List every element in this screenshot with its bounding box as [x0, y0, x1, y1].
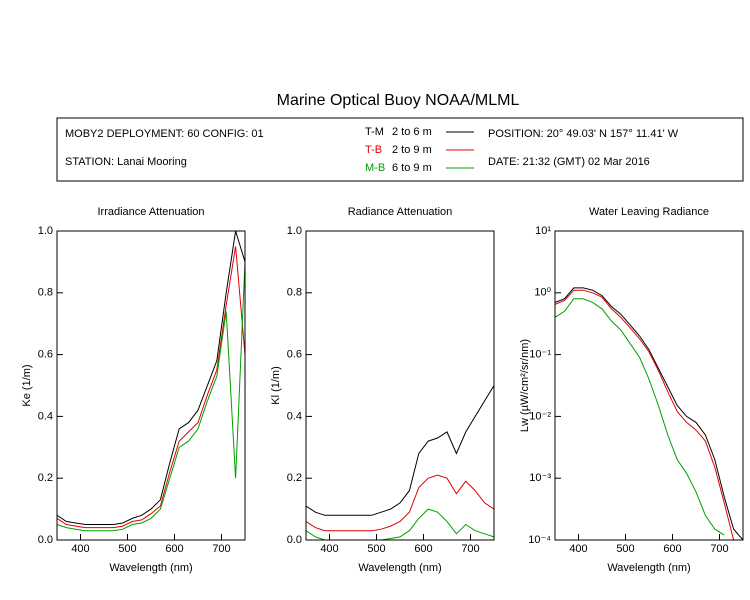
- y-tick-label: 1.0: [38, 225, 53, 237]
- x-axis-label: Wavelength (nm): [358, 562, 441, 574]
- position: POSITION: 20° 49.03' N 157° 11.41' W: [488, 128, 679, 140]
- y-tick-label: 0.0: [38, 534, 53, 546]
- y-tick-label: 0.4: [287, 410, 302, 422]
- x-tick-label: 400: [569, 543, 587, 555]
- plot-frame: [56, 230, 246, 541]
- y-tick-label: 0.2: [38, 472, 53, 484]
- legend-name: M-B: [365, 162, 385, 174]
- y-tick-label: 10⁻³: [529, 472, 551, 484]
- x-axis-label: Wavelength (nm): [109, 562, 192, 574]
- deployment: MOBY2 DEPLOYMENT: 60 CONFIG: 01: [65, 128, 264, 140]
- legend-range: 2 to 6 m: [392, 126, 432, 138]
- y-tick-label: 10¹: [535, 225, 551, 237]
- series-line: [57, 261, 245, 532]
- chart-title: Radiance Attenuation: [348, 206, 453, 218]
- x-tick-label: 400: [71, 543, 89, 555]
- x-axis-label: Wavelength (nm): [607, 562, 690, 574]
- y-axis-label: Ke (1/m): [21, 364, 33, 406]
- x-tick-label: 700: [212, 543, 230, 555]
- series-line: [555, 287, 743, 540]
- x-tick-label: 700: [461, 543, 479, 555]
- y-tick-label: 10⁻¹: [529, 349, 551, 361]
- page-title: Marine Optical Buoy NOAA/MLML: [277, 92, 520, 109]
- x-tick-label: 500: [118, 543, 136, 555]
- chart-title: Irradiance Attenuation: [97, 206, 204, 218]
- y-tick-label: 0.8: [287, 287, 302, 299]
- x-tick-label: 500: [367, 543, 385, 555]
- info-box: [56, 117, 744, 182]
- station: STATION: Lanai Mooring: [65, 156, 187, 168]
- series-line: [306, 385, 494, 516]
- y-tick-label: 0.4: [38, 410, 53, 422]
- plot-frame: [305, 230, 495, 541]
- legend-range: 6 to 9 m: [392, 162, 432, 174]
- y-tick-label: 10⁰: [534, 287, 551, 299]
- y-tick-label: 0.6: [38, 349, 53, 361]
- y-tick-label: 1.0: [287, 225, 302, 237]
- series-line: [306, 474, 494, 532]
- x-tick-label: 600: [663, 543, 681, 555]
- y-axis-label: Lw (µW/cm²/sr/nm): [519, 339, 531, 432]
- legend-name: T-M: [365, 126, 384, 138]
- y-tick-label: 10⁻⁴: [528, 534, 551, 546]
- series-line: [306, 508, 494, 540]
- legend-name: T-B: [365, 144, 382, 156]
- x-tick-label: 600: [414, 543, 432, 555]
- y-tick-label: 0.2: [287, 472, 302, 484]
- legend-range: 2 to 9 m: [392, 144, 432, 156]
- x-tick-label: 600: [165, 543, 183, 555]
- series-line: [555, 289, 743, 540]
- y-tick-label: 10⁻²: [529, 410, 551, 422]
- series-line: [57, 246, 245, 529]
- y-tick-label: 0.0: [287, 534, 302, 546]
- date: DATE: 21:32 (GMT) 02 Mar 2016: [488, 156, 650, 168]
- x-tick-label: 400: [320, 543, 338, 555]
- x-tick-label: 700: [710, 543, 728, 555]
- chart-title: Water Leaving Radiance: [589, 206, 709, 218]
- series-line: [555, 298, 725, 536]
- y-tick-label: 0.8: [38, 287, 53, 299]
- plot-frame: [554, 230, 744, 541]
- y-tick-label: 0.6: [287, 349, 302, 361]
- series-line: [57, 231, 245, 525]
- x-tick-label: 500: [616, 543, 634, 555]
- y-axis-label: Kl (1/m): [270, 366, 282, 405]
